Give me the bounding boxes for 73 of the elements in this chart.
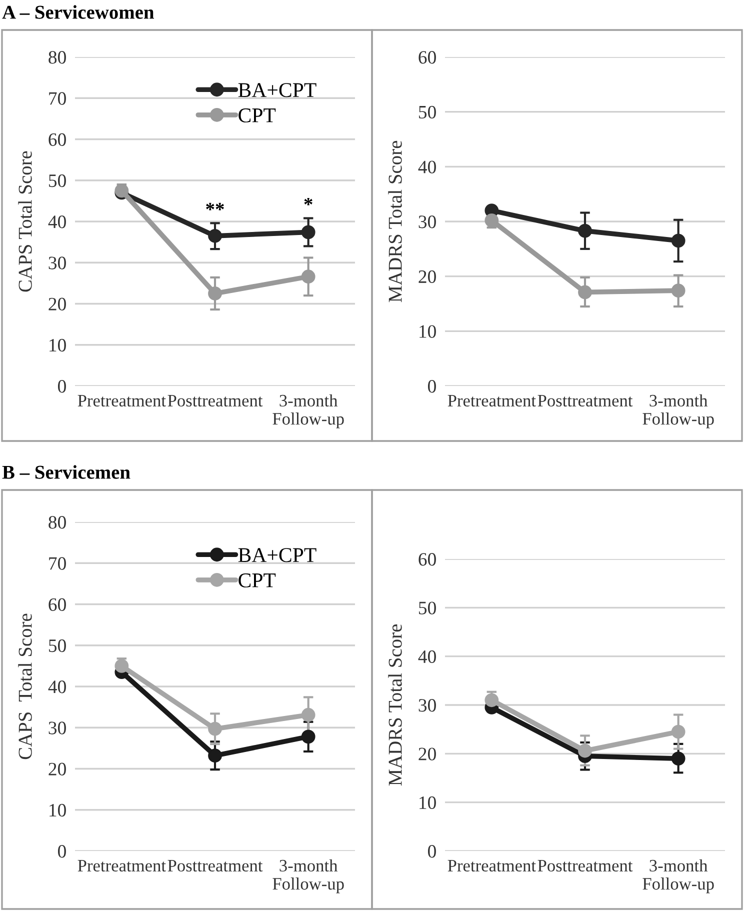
y-tick-label: 60 [418,51,436,64]
point [208,722,222,736]
x-tick-label: Pretreatment [78,860,166,872]
y-tick-label: 0 [58,845,66,858]
y-tick-label: 60 [48,133,66,146]
y-tick-label: 30 [48,256,66,270]
y-tick-label: 70 [49,92,66,105]
point [578,285,592,300]
x-tick-label: Pretreatment [78,395,166,407]
x-tick-label: 3-month Follow-up [642,394,714,428]
y-tick-label: 20 [418,270,436,284]
point [301,225,316,240]
chart-title: A – Servicewomen [2,5,154,19]
x-tick-label: Posttreatment [538,860,633,872]
y-tick-label: 0 [58,380,66,393]
point [208,748,222,763]
point [578,744,592,758]
y-axis-title: MADRS Total Score [388,140,402,302]
x-tick-label: Posttreatment [168,860,263,872]
legend-label: CPT [238,108,276,122]
y-tick-label: 0 [428,845,436,858]
point [208,286,222,300]
y-tick-label: 10 [420,796,436,810]
chart-title: B – Servicemen [2,465,130,479]
point [208,228,222,243]
y-tick-label: 30 [418,699,436,712]
y-tick-label: 60 [418,553,436,566]
y-tick-label: 20 [48,762,66,776]
y-tick-label: 10 [50,338,66,352]
y-tick-label: 40 [48,680,66,694]
point [301,708,316,722]
y-tick-label: 80 [48,516,66,529]
y-tick-label: 40 [48,216,66,228]
y-tick-label: 60 [48,598,66,611]
point [301,730,316,744]
point [671,234,686,248]
y-tick-label: 30 [48,722,66,734]
point [671,724,686,739]
y-tick-label: 10 [420,325,436,338]
y-axis-title: MADRS Total Score [388,624,402,786]
y-tick-label: 20 [418,748,436,760]
annotation: ** [206,202,224,210]
legend-label: BA+CPT [238,83,316,98]
x-tick-label: Posttreatment [538,395,633,407]
x-tick-label: 3-month Follow-up [642,859,714,894]
y-tick-label: 50 [49,174,66,188]
point [484,213,499,228]
point [578,224,592,238]
x-tick-label: 3-month Follow-up [272,394,344,428]
y-tick-label: 40 [418,650,436,664]
x-tick-label: 3-month Follow-up [272,859,344,894]
y-tick-label: 20 [48,298,66,310]
x-tick-label: Pretreatment [448,860,536,872]
y-tick-label: 30 [418,216,436,228]
y-tick-label: 50 [419,602,436,614]
point [671,752,686,766]
annotation: * [304,198,312,206]
y-axis-title: CAPS Total Score [18,614,32,760]
y-tick-label: 50 [49,639,66,652]
x-tick-label: Pretreatment [448,395,536,407]
legend-label: BA+CPT [238,548,316,562]
y-tick-label: 50 [419,106,436,119]
point [671,284,686,298]
y-tick-label: 10 [50,804,66,817]
point [301,270,316,284]
point [484,693,499,708]
y-tick-label: 70 [49,557,66,570]
y-tick-label: 40 [418,160,436,174]
y-tick-label: 80 [48,51,66,64]
x-tick-label: Posttreatment [168,395,263,407]
y-axis-title: CAPS Total Score [18,151,32,292]
legend-label: CPT [238,573,276,588]
y-tick-label: 0 [428,380,436,393]
